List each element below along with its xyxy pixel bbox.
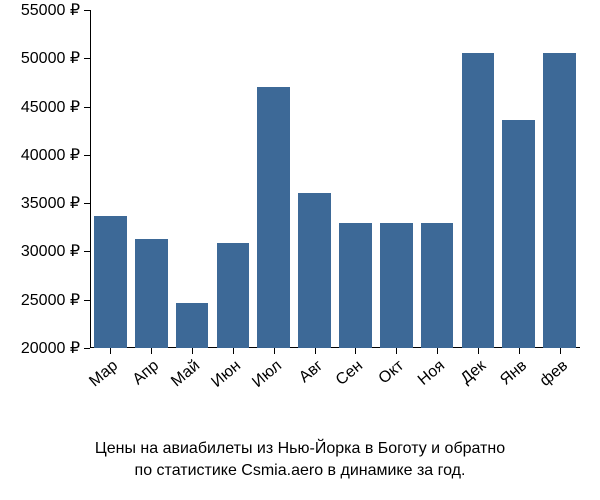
y-tick-mark	[84, 10, 90, 11]
x-tick-mark	[437, 348, 438, 354]
bar	[135, 239, 168, 348]
x-tick-label: Мар	[87, 357, 123, 391]
price-chart: 20000 ₽ 25000 ₽ 30000 ₽ 35000 ₽ 40000 ₽ 45000…	[0, 0, 600, 500]
y-tick-label: 35000 ₽	[21, 193, 80, 213]
bar	[339, 223, 372, 348]
caption-line: Цены на авиабилеты из Нью-Йорка в Боготу…	[0, 438, 600, 460]
y-tick-label: 45000 ₽	[21, 97, 80, 117]
y-tick-label: 20000 ₽	[21, 338, 80, 358]
x-tick-mark	[396, 348, 397, 354]
plot-area	[90, 10, 580, 348]
y-ticks: 20000 ₽25000 ₽30000 ₽35000 ₽40000 ₽45000…	[0, 10, 90, 348]
bars-container	[90, 10, 580, 348]
x-tick-label: Окт	[376, 357, 408, 388]
y-tick-label: 40000 ₽	[21, 145, 80, 165]
bar	[380, 223, 413, 348]
bar	[217, 243, 250, 348]
x-tick-mark	[355, 348, 356, 354]
bar	[94, 216, 127, 348]
y-tick-mark	[84, 251, 90, 252]
y-tick-mark	[84, 155, 90, 156]
x-labels: МарАпрМайИюнИюл АвгСен ОктНоя ДекЯнвфев	[90, 348, 580, 428]
y-tick-mark	[84, 300, 90, 301]
x-tick-label: Янв	[497, 357, 531, 389]
caption-line: по статистике Csmia.aero в динамике за г…	[0, 460, 600, 482]
y-tick-label: 25000 ₽	[21, 290, 80, 310]
x-tick-mark	[519, 348, 520, 354]
x-tick-label: Июн	[208, 357, 244, 392]
x-tick-mark	[478, 348, 479, 354]
x-tick-label: Авг	[296, 357, 327, 387]
y-tick-mark	[84, 58, 90, 59]
x-tick-mark	[560, 348, 561, 354]
bar	[421, 223, 454, 348]
x-tick-mark	[233, 348, 234, 354]
y-tick-label: 30000 ₽	[21, 241, 80, 261]
chart-caption: Цены на авиабилеты из Нью-Йорка в Боготу…	[0, 438, 600, 481]
bar	[543, 53, 576, 348]
bar	[298, 193, 331, 348]
x-tick-mark	[315, 348, 316, 354]
bar	[462, 53, 495, 348]
y-tick-label: 55000 ₽	[21, 0, 80, 20]
y-tick-label: 50000 ₽	[21, 48, 80, 68]
x-tick-label: Дек	[458, 357, 490, 388]
bar	[257, 87, 290, 348]
x-tick-mark	[151, 348, 152, 354]
x-tick-label: Июл	[249, 357, 285, 392]
x-tick-label: фев	[536, 357, 571, 390]
x-tick-label: Май	[168, 357, 204, 391]
x-tick-mark	[110, 348, 111, 354]
x-tick-mark	[274, 348, 275, 354]
y-tick-mark	[84, 107, 90, 108]
x-tick-mark	[192, 348, 193, 354]
bar	[176, 303, 209, 348]
x-tick-label: Ноя	[415, 357, 449, 390]
y-tick-mark	[84, 203, 90, 204]
bar	[502, 120, 535, 348]
x-tick-label: Апр	[130, 357, 163, 389]
x-tick-label: Сен	[333, 357, 367, 390]
